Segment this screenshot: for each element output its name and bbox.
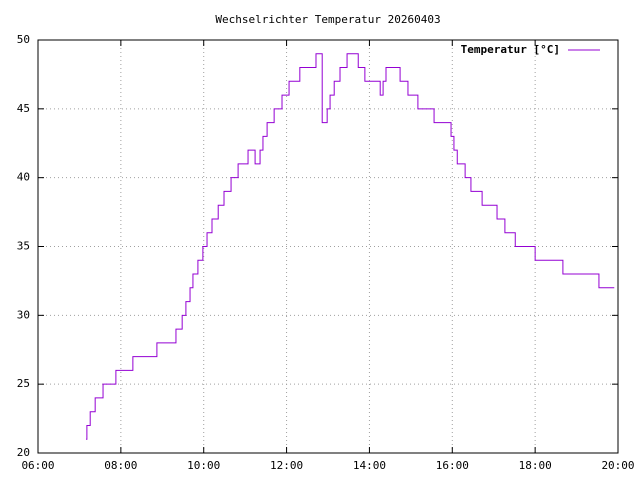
x-tick-label: 08:00	[104, 459, 137, 472]
x-tick-label: 18:00	[519, 459, 552, 472]
y-tick-label: 50	[17, 33, 30, 46]
y-tick-label: 30	[17, 308, 30, 321]
y-tick-label: 45	[17, 102, 30, 115]
legend-label: Temperatur [°C]	[461, 43, 560, 56]
y-tick-label: 25	[17, 377, 30, 390]
data-line	[86, 53, 615, 440]
x-tick-label: 10:00	[187, 459, 220, 472]
y-tick-label: 35	[17, 240, 30, 253]
x-tick-label: 12:00	[270, 459, 303, 472]
y-tick-label: 40	[17, 171, 30, 184]
x-tick-label: 20:00	[601, 459, 634, 472]
x-tick-label: 06:00	[21, 459, 54, 472]
x-tick-label: 16:00	[436, 459, 469, 472]
chart-title: Wechselrichter Temperatur 20260403	[215, 13, 440, 26]
plot-border	[37, 39, 619, 454]
x-tick-label: 14:00	[353, 459, 386, 472]
y-tick-label: 20	[17, 446, 30, 459]
